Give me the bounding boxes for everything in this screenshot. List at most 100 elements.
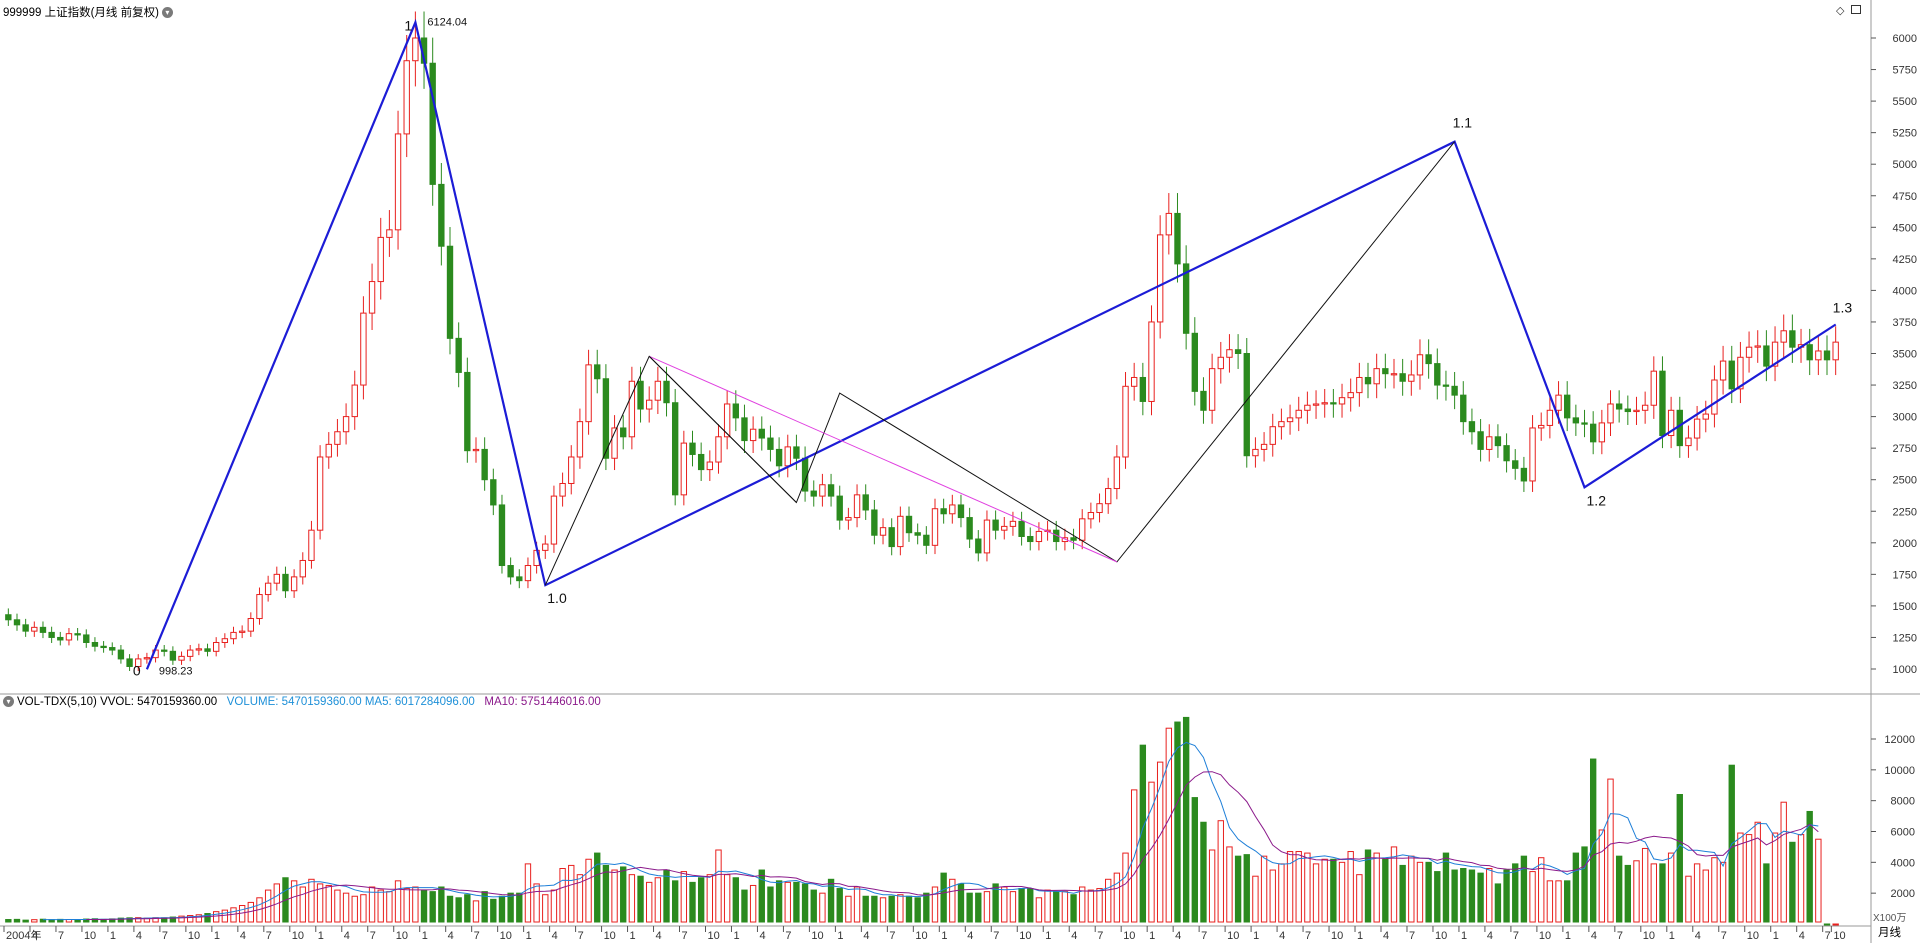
price-tick-label: 3250: [1893, 380, 1917, 392]
volume-bar: [5, 919, 12, 923]
volume-bar: [368, 886, 376, 923]
candle-body: [957, 504, 965, 519]
volume-bar: [1832, 923, 1839, 926]
candle-body: [1234, 349, 1242, 354]
candle-body: [568, 456, 575, 484]
candle-body: [1001, 525, 1008, 531]
candle-body: [1806, 344, 1813, 361]
volume-bar: [1451, 869, 1458, 923]
time-tick-label: 1: [837, 930, 843, 942]
candle-body: [117, 649, 125, 660]
volume-bar: [1027, 888, 1034, 923]
volume-bar: [516, 892, 523, 923]
time-tick-label: 7: [1097, 930, 1103, 942]
volume-bar: [1607, 778, 1614, 923]
candle-body: [1581, 422, 1588, 425]
candle-body: [1702, 413, 1709, 420]
chart-title-bar: 999999 上证指数(月线 前复权) ▾: [3, 4, 173, 20]
candle-body: [351, 384, 358, 418]
time-tick-label: 1: [1045, 930, 1051, 942]
chevron-down-icon[interactable]: ▾: [3, 696, 14, 708]
candle-body: [1200, 390, 1207, 411]
time-tick-label: 7: [1721, 930, 1727, 942]
period-label[interactable]: 月线: [1878, 927, 1901, 939]
volume-bar: [646, 881, 653, 923]
volume-bar: [975, 892, 982, 923]
candle-body: [412, 37, 419, 62]
volume-bar: [1191, 797, 1198, 923]
candle-body: [48, 631, 55, 638]
volume-bar: [983, 891, 991, 923]
volume-bar: [117, 917, 125, 923]
volume-bar: [1321, 858, 1328, 923]
candle-body: [646, 399, 653, 410]
candle-body: [507, 565, 514, 578]
candle-body: [611, 427, 618, 459]
volume-bar: [1468, 869, 1476, 923]
candle-body: [1070, 537, 1077, 541]
candle-body: [1815, 350, 1822, 361]
candle-body: [845, 517, 852, 521]
candle-body: [1624, 408, 1632, 413]
candle-body: [992, 519, 999, 531]
volume-bar: [897, 894, 904, 923]
candle-body: [135, 658, 142, 667]
volume-bar: [810, 889, 817, 923]
volume-bar: [1745, 834, 1753, 923]
volume-bar: [957, 883, 965, 923]
volume-bar: [1018, 888, 1025, 923]
volume-bar: [1122, 852, 1129, 923]
price-tick-label: 6000: [1893, 33, 1917, 45]
candle-body: [1615, 403, 1623, 410]
candle-body: [360, 312, 367, 386]
candle-body: [663, 380, 670, 404]
volume-bar: [853, 886, 861, 923]
price-tick-label: 4750: [1893, 191, 1917, 203]
candle-body: [1633, 409, 1640, 413]
volume-bar: [1529, 871, 1536, 923]
candle-body: [221, 638, 229, 643]
candle-body: [187, 649, 194, 657]
panel-toggle-icon[interactable]: [1851, 5, 1861, 14]
time-tick-label: 7: [266, 930, 272, 942]
volume-bar: [1035, 897, 1043, 923]
candle-body: [455, 337, 462, 373]
volume-bar: [801, 883, 809, 923]
volume-bar: [1503, 869, 1510, 923]
volume-bar: [775, 880, 783, 923]
candle-body: [741, 417, 748, 442]
time-tick-label: 4: [1487, 930, 1493, 942]
candle-body: [680, 442, 688, 496]
candle-body: [438, 183, 445, 247]
candle-body: [1295, 409, 1302, 419]
candle-body: [1105, 488, 1112, 505]
candle-body: [810, 490, 817, 497]
volume-bar: [905, 895, 913, 923]
volume-bar: [1702, 869, 1709, 923]
volume-bar: [490, 898, 497, 923]
time-tick-label: 7: [1513, 930, 1519, 942]
diamond-icon[interactable]: ◇: [1836, 5, 1845, 17]
wave-label: 1.1: [1453, 115, 1473, 131]
chevron-down-icon[interactable]: ▾: [161, 7, 173, 19]
candle-body: [472, 448, 480, 452]
candle-body: [524, 565, 532, 582]
volume-bar: [1286, 851, 1294, 923]
candle-body: [1572, 417, 1580, 424]
ma5-value: MA5: 6017284096.00: [364, 696, 475, 708]
candle-body: [1693, 418, 1701, 439]
time-tick-label: 4: [344, 930, 350, 942]
candle-body: [793, 446, 800, 459]
volume-bar: [1806, 810, 1813, 923]
time-tick-label: 1: [214, 930, 220, 942]
volume-bar: [290, 880, 298, 923]
price-tick-label: 2750: [1893, 443, 1917, 455]
high-price-annotation: 6124.04: [427, 16, 467, 28]
volume-bar: [654, 877, 662, 923]
candle-body: [862, 494, 869, 511]
candle-body: [1087, 512, 1095, 520]
candle-body: [1113, 456, 1121, 490]
candle-body: [1789, 330, 1796, 348]
volume-bar: [429, 891, 436, 923]
